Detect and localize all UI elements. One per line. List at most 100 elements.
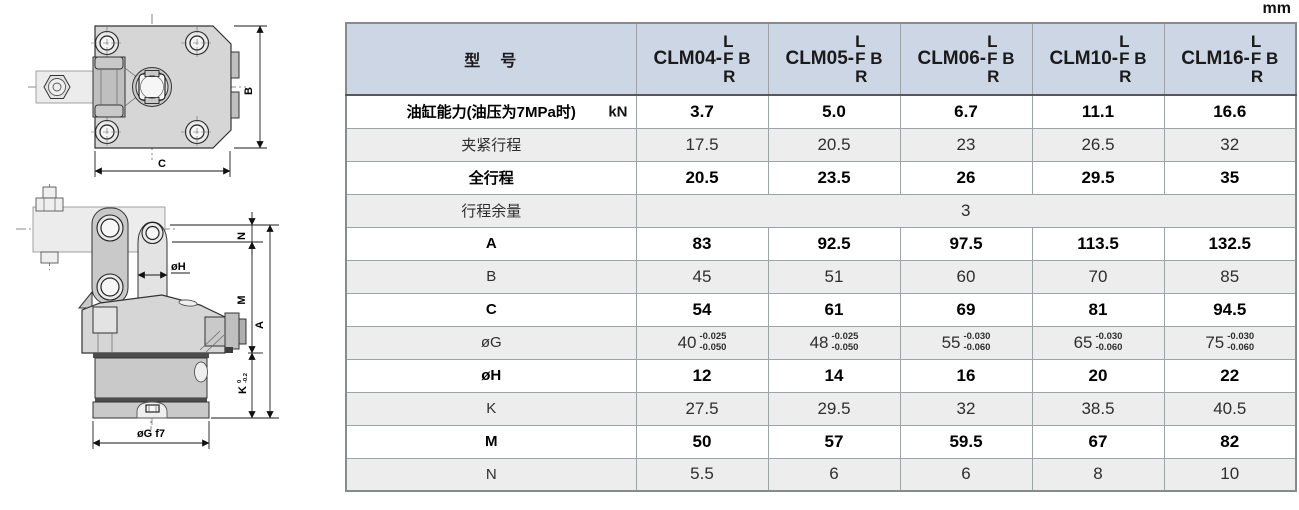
value-cell: 32 [899,391,1033,426]
tolerance-lower: -0.060 [1227,341,1255,353]
cell-value: 38.5 [1081,398,1115,418]
model-suffix-mid: F B [723,49,751,69]
value-cell: 6.7 [899,94,1033,129]
cell-value: 20.5 [685,167,719,187]
cell-value: 69 [956,299,976,319]
value-cell: 27.5 [635,391,769,426]
value-cell: 12 [635,358,769,393]
row-label: N [485,465,497,483]
value-cell: 59.5 [899,424,1033,459]
cell-value: 22 [1220,365,1240,385]
cell-value: 70 [1088,266,1108,286]
cell-value: 32 [1220,134,1240,154]
cell-value: 16.6 [1213,101,1247,121]
cell-value: 54 [692,299,712,319]
value-cell: 14 [767,358,901,393]
table-row: C 54 61 69 81 94.5 [345,292,1297,327]
value-cell: 113.5 [1031,226,1165,261]
value-cell: 94.5 [1163,292,1297,327]
cell-value: 48 [809,332,829,352]
row-label-cell: M [345,424,637,459]
model-suffix-bottom: R [987,66,1000,86]
model-title-header: 型 号 [345,22,637,96]
cell-value: 60 [956,266,976,286]
tolerance: -0.030 -0.060 [1095,331,1122,353]
table-row: 油缸能力(油压为7MPa时) kN 3.7 5.0 6.7 11.1 16.6 [345,94,1297,129]
value-cell: 40 -0.025 -0.050 [635,325,769,360]
row-label-cell: 全行程 [345,160,637,195]
value-cell: 55 -0.030 -0.060 [899,325,1033,360]
row-label: A [485,235,497,252]
clamp-arm-top [35,70,97,104]
model-suffix-top: L [1250,32,1262,51]
cell-value: 23.5 [817,167,851,187]
cell-value: 94.5 [1213,299,1247,319]
value-cell: 26.5 [1031,127,1165,162]
model-suffix-bottom: R [1119,66,1132,86]
table-row: M 50 57 59.5 67 82 [345,424,1297,459]
dimension-g: øG f7 [92,421,210,449]
value-cell: 17.5 [635,127,769,162]
side-view-drawing: øH [16,184,279,449]
cell-value: 40 [677,332,697,352]
value-cell: 40.5 [1163,391,1297,426]
cell-value: 35 [1220,167,1240,187]
value-cell: 132.5 [1163,226,1297,261]
cell-value: 23 [956,134,976,154]
cell-value: 14 [824,365,844,385]
table-row: A 83 92.5 97.5 113.5 132.5 [345,226,1297,261]
model-prefix: CLM05- [785,47,855,69]
model-suffix-mid: F B [855,49,883,69]
row-label-cell: K [345,391,637,426]
value-cell: 82 [1163,424,1297,459]
cell-value: 132.5 [1208,233,1252,253]
value-cell: 5.5 [635,457,769,492]
cell-value: 26.5 [1081,134,1115,154]
row-label-cell: N [345,457,637,492]
value-cell: 20.5 [767,127,901,162]
value-cell: 5.0 [767,94,901,129]
value-cell: 20.5 [635,160,769,195]
row-label-cell: øG [345,325,637,360]
dim-label-h: øH [171,261,186,273]
technical-drawings: B C [0,0,345,510]
cell-value: 29.5 [817,398,851,418]
cylinder-side [92,353,210,425]
cell-value: 32 [956,398,976,418]
spec-table-body: 油缸能力(油压为7MPa时) kN 3.7 5.0 6.7 11.1 16.6 夹紧行程 17.… [345,94,1297,492]
cell-value: 83 [692,233,712,253]
table-row: øG 40 -0.025 -0.050 48 -0.025 -0.050 55 -0.030 -0… [345,325,1297,360]
tolerance-upper: -0.030 [963,331,991,343]
cell-value: 65 [1073,332,1093,352]
cell-value: 17.5 [685,134,719,154]
value-cell: 3.7 [635,94,769,129]
model-prefix: CLM06- [917,47,987,69]
row-label: M [485,433,498,450]
cell-value: 45 [692,266,712,286]
dimension-chain-right: N M K 0 -0.2 A [170,212,279,419]
model-suffix-top: L [723,32,734,51]
cell-value: 29.5 [1081,167,1115,187]
value-cell: 75 -0.030 -0.060 [1163,325,1297,360]
cell-value: 20.5 [817,134,851,154]
value-cell: 29.5 [767,391,901,426]
value-cell: 48 -0.025 -0.050 [767,325,901,360]
tolerance-lower: -0.060 [963,341,991,353]
model-suffix-mid: F B [1119,49,1147,69]
row-label-cell: 夹紧行程 [345,127,637,162]
dimension-b: B [234,25,267,149]
cell-value: 75 [1205,332,1225,352]
cell-value: 61 [824,299,844,319]
cell-value: 11.1 [1081,101,1115,121]
row-label-cell: øH [345,358,637,393]
